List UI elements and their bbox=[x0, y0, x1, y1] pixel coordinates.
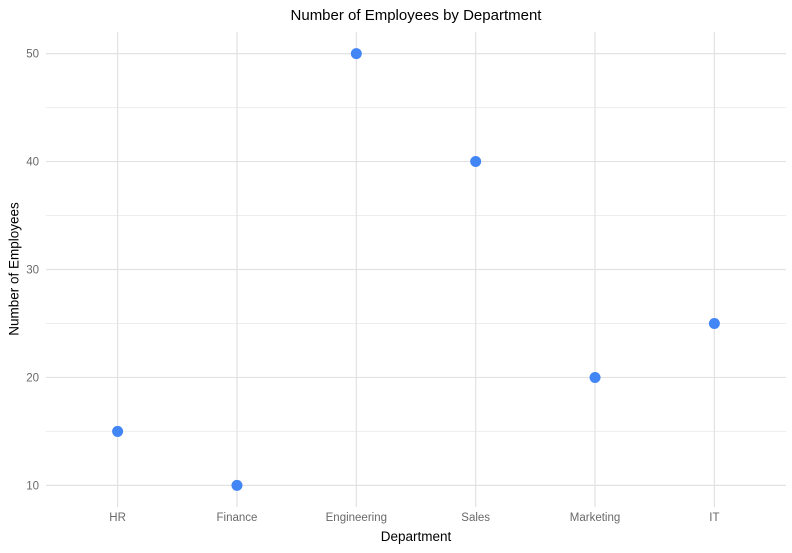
x-tick-label: Engineering bbox=[326, 512, 387, 524]
data-point-hr bbox=[112, 425, 124, 437]
x-tick-label: HR bbox=[109, 512, 126, 524]
x-axis-title: Department bbox=[380, 529, 452, 544]
x-tick-label: Marketing bbox=[570, 512, 621, 524]
data-point-engineering bbox=[350, 48, 362, 60]
y-tick-label: 30 bbox=[26, 265, 39, 277]
y-tick-label: 40 bbox=[26, 157, 39, 169]
y-tick-label: 50 bbox=[26, 49, 39, 61]
x-tick-label: IT bbox=[709, 512, 719, 524]
data-point-sales bbox=[470, 156, 482, 168]
data-point-marketing bbox=[589, 371, 601, 383]
chart-title: Number of Employees by Department bbox=[290, 7, 542, 24]
y-tick-label: 10 bbox=[26, 480, 39, 492]
y-tick-label: 20 bbox=[26, 372, 39, 384]
x-tick-label: Sales bbox=[461, 512, 490, 524]
data-point-finance bbox=[231, 479, 243, 491]
data-point-it bbox=[708, 317, 720, 329]
x-tick-label: Finance bbox=[217, 512, 258, 524]
